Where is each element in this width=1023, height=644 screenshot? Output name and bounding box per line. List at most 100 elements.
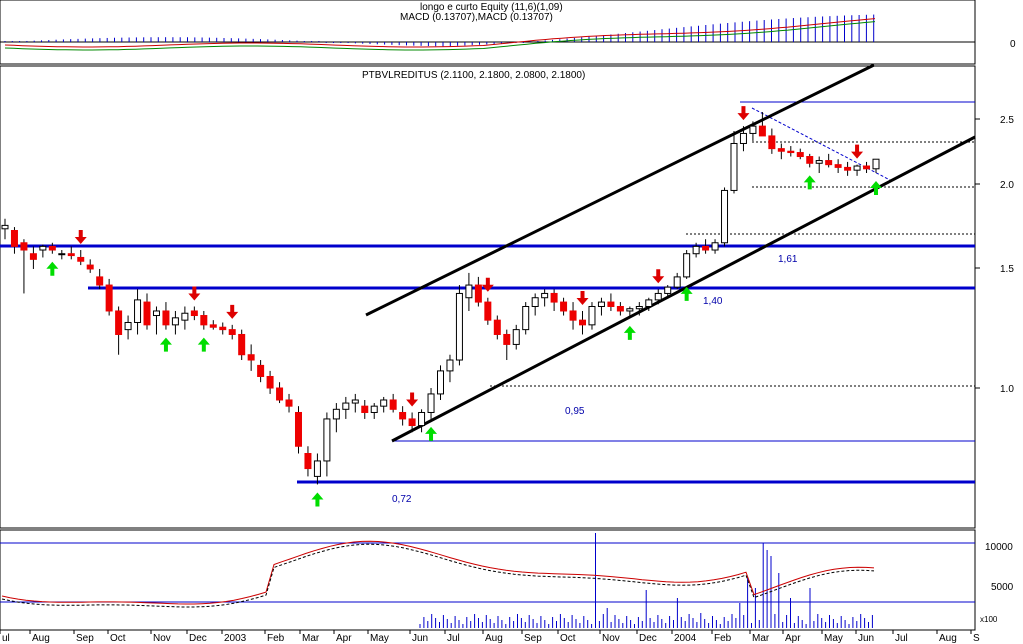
candle-body: [588, 305, 596, 326]
buy-signal-arrow: [803, 175, 816, 190]
sell-signal-arrow: [576, 290, 589, 305]
candle-body: [48, 245, 56, 251]
x-tick-label: Jul: [895, 633, 908, 644]
buy-signal-arrow: [159, 337, 172, 352]
x-tick-label: Oct: [110, 633, 126, 644]
x-tick-label: Apr: [785, 633, 801, 644]
price-panel-frame: [0, 65, 976, 529]
candle-body: [806, 156, 814, 164]
x-tick-label: Jul: [447, 633, 460, 644]
macd-panel-frame: [0, 0, 976, 65]
sell-signal-arrow: [226, 304, 239, 319]
x-tick-label: Nov: [153, 633, 171, 644]
candle-body: [171, 317, 179, 326]
candle-body: [380, 399, 388, 407]
trend-upper: [365, 63, 875, 317]
candle-body: [777, 148, 785, 152]
sell-signal-arrow: [851, 144, 864, 159]
x-tick-label: Oct: [560, 633, 576, 644]
sell-signal-arrow: [481, 277, 494, 292]
price-y-ticks: 2.5 2.0 1.5 1.0: [975, 115, 1014, 395]
buy-signal-arrow: [870, 180, 882, 195]
candle-body: [579, 319, 587, 326]
candle-body: [418, 411, 426, 427]
x-tick-label: Dec: [639, 633, 657, 644]
candle-body: [399, 411, 407, 420]
level-label-161: 1,61: [778, 254, 798, 265]
x-tick-label: Apr: [336, 633, 352, 644]
macd-zero-label: 0: [1010, 39, 1016, 50]
volume-layer: [1, 533, 875, 628]
candle-body: [465, 284, 473, 299]
candle-body: [209, 324, 217, 328]
x-tick-label: Feb: [267, 633, 285, 644]
candle-body: [455, 292, 463, 361]
candle-body: [361, 405, 369, 413]
level-label-072: 0,72: [392, 494, 412, 505]
price-tick-10: 1.0: [1000, 384, 1014, 395]
candle-body: [768, 135, 776, 150]
candle-body: [730, 142, 738, 191]
candle-body: [560, 301, 568, 312]
candle-body: [654, 292, 662, 301]
volume-panel-frame: [0, 529, 976, 631]
candle-body: [863, 165, 871, 170]
support-lines: [0, 101, 975, 484]
buy-signal-arrow: [425, 426, 438, 441]
dotted-diag: [751, 107, 891, 181]
candle-body: [721, 189, 729, 244]
candle-body: [541, 292, 549, 299]
candle-body: [10, 229, 18, 247]
volume-y-ticks: 10000 5000 x100: [980, 542, 1014, 624]
signals-layer: [46, 106, 882, 507]
candle-body: [257, 364, 265, 377]
price-tick-15: 1.5: [1000, 264, 1014, 275]
x-tick-label: Mar: [752, 633, 770, 644]
buy-signal-arrow: [623, 325, 636, 340]
candle-body: [124, 321, 132, 331]
price-tick-20: 2.0: [1000, 180, 1014, 191]
volume-unit: x100: [980, 615, 998, 624]
candle-body: [597, 301, 605, 307]
candle-body: [58, 253, 66, 256]
candle-body: [683, 253, 691, 278]
macd-title-2: MACD (0.13707),MACD (0.13707): [400, 12, 553, 23]
x-tick-label: Aug: [485, 633, 503, 644]
candle-body: [796, 152, 804, 158]
candle-body: [228, 329, 236, 335]
candle-body: [408, 418, 416, 427]
candle-body: [313, 460, 321, 477]
macd-signal-line: [4, 21, 876, 51]
candle-body: [512, 329, 520, 345]
candle-body: [522, 305, 530, 331]
candle-body: [437, 370, 444, 395]
candle-body: [427, 393, 435, 413]
candle-body: [143, 301, 151, 326]
x-tick-label: 2004: [674, 633, 697, 644]
x-tick-label: Sep: [76, 633, 94, 644]
candle-body: [825, 160, 833, 166]
price-tick-25: 2.5: [1000, 115, 1014, 126]
candle-body: [645, 299, 653, 307]
sell-signal-arrow: [188, 286, 201, 301]
buy-signal-arrow: [680, 286, 693, 301]
macd-line: [4, 18, 876, 48]
candle-body: [351, 399, 359, 404]
candle-body: [342, 402, 350, 410]
volume-tick-5000: 5000: [991, 582, 1014, 593]
oscillator-signal-line: [1, 543, 875, 608]
candle-body: [787, 150, 795, 154]
candle-body: [834, 164, 842, 168]
candle-body: [219, 326, 227, 331]
candle-body: [247, 354, 255, 361]
candle-body: [389, 399, 397, 410]
buy-signal-arrow: [46, 261, 59, 276]
price-title: PTBVLREDITUS (2.1100, 2.1800, 2.0800, 2.…: [362, 70, 585, 81]
candle-body: [673, 276, 681, 288]
candle-body: [190, 310, 198, 317]
candle-body: [294, 411, 302, 447]
candle-body: [626, 308, 634, 312]
candle-body: [323, 418, 331, 462]
x-tick-label: ul: [2, 633, 10, 644]
